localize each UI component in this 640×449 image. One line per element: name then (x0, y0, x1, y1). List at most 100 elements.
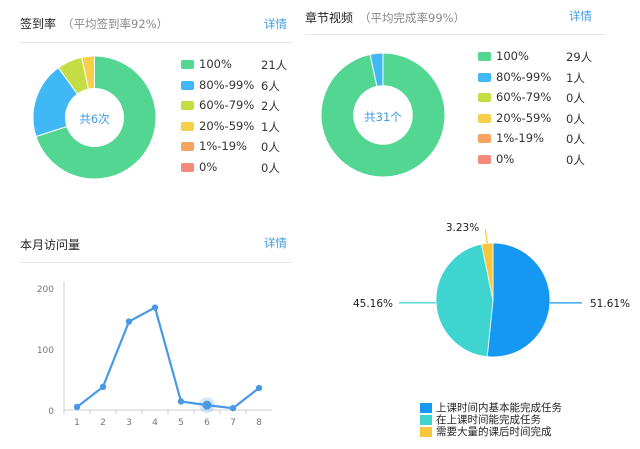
video-legend-swatch (478, 52, 491, 61)
attendance-donut-center-label: 共6次 (79, 112, 110, 126)
task-legend-item: 在上课时间能完成任务 (420, 414, 562, 426)
task-legend-item: 需要大量的课后时间完成 (420, 426, 562, 438)
attendance-legend-label: 0% (199, 159, 218, 174)
attendance-subtitle: （平均签到率92%） (62, 17, 169, 31)
visits-data-point[interactable] (151, 304, 159, 311)
visits-x-tick-label: 5 (178, 418, 184, 428)
task-legend-item: 上课时间内基本能完成任务 (420, 402, 562, 414)
task-pie-slice-1 (435, 243, 494, 358)
attendance-legend-swatch (181, 80, 194, 90)
video-donut-hole (353, 85, 413, 145)
attendance-legend-item: 20%-59% 1人 (181, 119, 289, 140)
video-legend-count: 0人 (566, 111, 585, 126)
visits-x-tick-label: 4 (152, 418, 158, 428)
video-legend-count: 29人 (566, 50, 593, 64)
attendance-legend-item: 60%-79% 2人 (181, 98, 289, 119)
video-legend-label: 100% (496, 49, 529, 63)
visits-data-point[interactable] (177, 398, 185, 405)
task-legend-label: 在上课时间能完成任务 (436, 414, 541, 426)
video-legend-swatch (478, 134, 491, 144)
visits-x-tick-label: 7 (230, 418, 236, 428)
task-completion-legend: 上课时间内基本能完成任务 在上课时间能完成任务 需要大量的课后时间完成 (420, 402, 562, 438)
visits-data-point[interactable] (125, 318, 133, 325)
visits-series-line (76, 305, 260, 410)
task-legend-swatch (420, 403, 432, 413)
visits-x-tick-label: 8 (256, 418, 262, 428)
task-pie-data-label: 51.61% (590, 298, 630, 310)
attendance-detail-link[interactable]: 详情 (264, 17, 287, 31)
attendance-divider (20, 42, 292, 43)
visits-data-point[interactable] (202, 400, 212, 410)
attendance-title: 签到率 （平均签到率92%） (20, 15, 168, 32)
attendance-legend-swatch (181, 101, 194, 111)
attendance-legend-item: 80%-99% 6人 (181, 78, 289, 99)
attendance-legend-swatch (181, 142, 194, 152)
video-legend-label: 80%-99% (496, 69, 552, 84)
video-legend-item: 20%-59% 0人 (478, 111, 592, 132)
video-legend-item: 0% 0人 (478, 152, 592, 173)
task-legend-swatch (420, 415, 432, 425)
visits-data-point[interactable] (99, 383, 107, 391)
task-pie-slice-0 (486, 242, 551, 358)
attendance-donut-hole (64, 87, 125, 148)
visits-x-tick-label: 2 (100, 418, 106, 428)
attendance-legend-count: 21人 (261, 58, 288, 72)
video-legend: 100% 29人 80%-99% 1人 60%-79% 0人 20%-59% 0人 1%-19%… (478, 49, 592, 173)
visits-data-point[interactable] (73, 403, 81, 411)
video-legend-count: 0人 (566, 132, 585, 147)
video-legend-item: 80%-99% 1人 (478, 70, 592, 91)
video-legend-swatch (478, 154, 491, 164)
attendance-legend-label: 20%-59% (199, 118, 255, 133)
video-legend-swatch (478, 113, 491, 123)
attendance-legend-count: 0人 (261, 160, 280, 175)
attendance-legend-count: 6人 (261, 78, 280, 93)
visits-detail-link[interactable]: 详情 (264, 236, 287, 250)
video-legend-item: 60%-79% 0人 (478, 90, 592, 111)
attendance-legend-swatch (181, 60, 194, 69)
task-legend-label: 需要大量的课后时间完成 (436, 426, 552, 438)
attendance-legend-label: 1%-19% (199, 139, 247, 154)
video-legend-label: 20%-59% (496, 110, 552, 125)
visits-line-chart: 0 100 200 1 2 3 4 5 6 7 8 (37, 282, 272, 428)
visits-y-tick-label: 0 (48, 407, 54, 417)
task-legend-swatch (420, 427, 432, 437)
attendance-legend-label: 100% (199, 57, 232, 71)
attendance-legend-count: 0人 (261, 140, 280, 155)
attendance-legend-item: 100% 21人 (181, 57, 289, 78)
video-legend-count: 1人 (566, 70, 585, 85)
attendance-legend-swatch (181, 162, 194, 172)
video-legend-item: 100% 29人 (478, 49, 592, 70)
video-legend-count: 0人 (566, 152, 585, 167)
task-legend-label: 上课时间内基本能完成任务 (436, 402, 562, 414)
video-donut-chart (320, 52, 446, 178)
attendance-legend-item: 1%-19% 0人 (181, 139, 289, 160)
attendance-donut-chart (32, 55, 157, 180)
attendance-legend-count: 1人 (261, 119, 280, 134)
visits-x-tick-label: 3 (126, 418, 132, 428)
video-title-text: 章节视频 (305, 11, 354, 25)
video-legend-swatch (478, 72, 491, 82)
video-legend-label: 0% (496, 151, 515, 166)
video-legend-label: 60%-79% (496, 90, 552, 105)
video-subtitle: （平均完成率99%） (359, 11, 466, 25)
video-legend-label: 1%-19% (496, 131, 544, 146)
visits-title: 本月访问量 (20, 238, 81, 252)
visits-x-tick-label: 6 (204, 418, 210, 428)
visits-y-tick-label: 200 (37, 285, 54, 295)
visits-divider (20, 262, 292, 263)
attendance-legend-item: 0% 0人 (181, 160, 289, 181)
attendance-title-text: 签到率 (20, 17, 57, 31)
task-pie-data-label: 45.16% (353, 298, 393, 310)
video-title: 章节视频 （平均完成率99%） (305, 9, 465, 26)
video-detail-link[interactable]: 详情 (569, 9, 592, 23)
visits-data-point[interactable] (229, 404, 237, 412)
video-legend-swatch (478, 93, 491, 103)
attendance-legend-count: 2人 (261, 99, 280, 114)
visits-data-point[interactable] (255, 384, 263, 392)
attendance-legend-label: 60%-79% (199, 98, 255, 113)
video-divider (305, 34, 605, 35)
attendance-legend-swatch (181, 121, 194, 131)
video-legend-count: 0人 (566, 91, 585, 106)
video-legend-item: 1%-19% 0人 (478, 131, 592, 152)
attendance-legend-label: 80%-99% (199, 77, 255, 92)
